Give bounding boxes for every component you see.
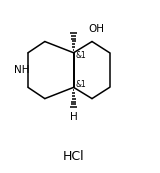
Text: &1: &1	[76, 51, 87, 60]
Text: NH: NH	[14, 65, 29, 75]
Text: HCl: HCl	[63, 150, 84, 163]
Text: &1: &1	[76, 80, 87, 89]
Text: H: H	[70, 112, 77, 122]
Text: OH: OH	[89, 24, 105, 34]
